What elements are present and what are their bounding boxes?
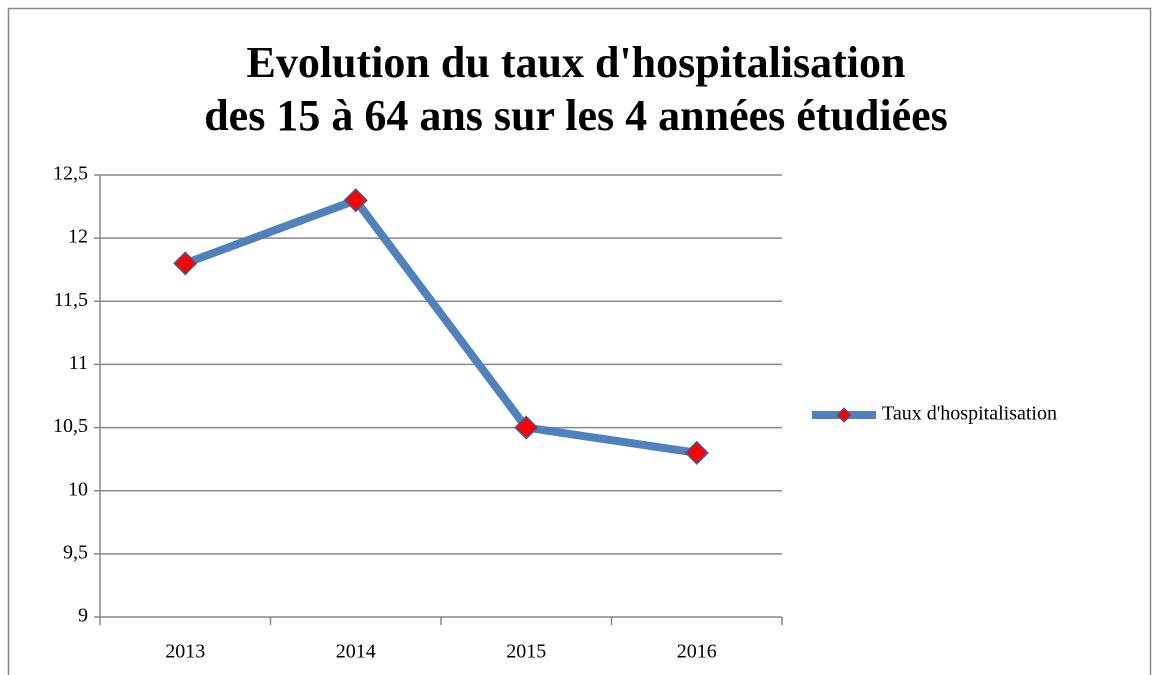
y-tick-label: 12,5 [53, 163, 88, 185]
marker [173, 251, 198, 276]
y-tick-label: 11 [69, 352, 88, 374]
marker [684, 440, 709, 465]
y-tick-label: 9,5 [63, 541, 88, 563]
marker [514, 415, 539, 440]
y-tick-label: 10,5 [53, 415, 88, 437]
marker [343, 188, 368, 213]
x-tick-label: 2016 [677, 641, 717, 663]
y-tick-label: 10 [68, 478, 88, 500]
legend-label: Taux d'hospitalisation [882, 403, 1057, 425]
chart-title: Evolution du taux d'hospitalisation des … [204, 38, 948, 140]
x-tick-label: 2014 [336, 641, 376, 663]
series-line [183, 196, 698, 457]
legend-marker [836, 407, 852, 423]
y-tick-label: 9 [78, 605, 88, 627]
chart-border [7, 7, 1152, 675]
y-tick-label: 12 [68, 226, 88, 248]
x-tick-label: 2015 [506, 641, 546, 663]
x-tick-label: 2013 [165, 641, 205, 663]
y-tick-label: 11,5 [54, 289, 88, 311]
